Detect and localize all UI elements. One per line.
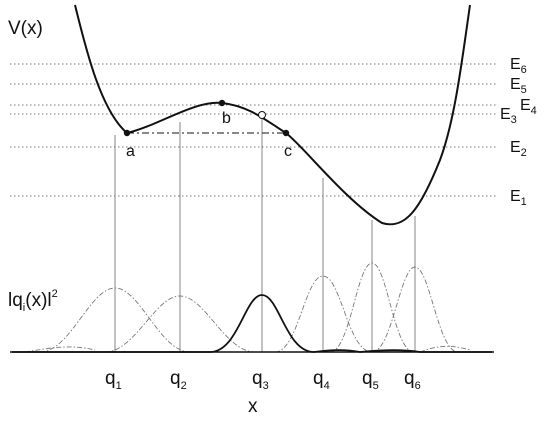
point-a-marker (123, 129, 131, 137)
potential-curve (74, 4, 471, 226)
open-point-marker (258, 111, 266, 119)
point-c-label: c (284, 143, 292, 160)
q-label-5: q5 (362, 368, 379, 392)
q-position-lines (114, 116, 416, 352)
q-label-4: q4 (313, 368, 330, 392)
energy-label-6: E6 (510, 56, 527, 76)
q-label-2: q2 (170, 368, 187, 392)
x-axis-label: x (248, 396, 258, 417)
energy-level-lines (10, 63, 496, 197)
energy-label-2: E2 (510, 139, 527, 159)
point-b-label: b (222, 110, 231, 127)
energy-label-4: E4 (520, 97, 537, 117)
energy-label-5: E5 (510, 76, 527, 96)
point-c-marker (282, 129, 290, 137)
energy-label-3: E3 (500, 106, 517, 126)
density-label: lqi(x)l2 (8, 288, 58, 314)
q-label-1: q1 (105, 368, 122, 392)
energy-label-1: E1 (510, 188, 527, 208)
density-ripple-right (419, 345, 471, 353)
point-a-label: a (126, 143, 135, 160)
y-axis-label: V(x) (8, 18, 43, 39)
density-curve-q1 (39, 287, 191, 353)
density-curve-q6 (371, 266, 459, 353)
density-curve-q4 (274, 275, 373, 353)
q-label-3: q3 (252, 368, 269, 392)
density-curves-dashed (24, 262, 471, 353)
q-label-6: q6 (404, 368, 421, 392)
density-curve-q3 (12, 294, 492, 353)
density-curve-q2 (104, 295, 256, 353)
point-b-marker (218, 99, 226, 107)
density-curve-q5 (329, 262, 415, 353)
density-ripple-left (24, 346, 96, 353)
